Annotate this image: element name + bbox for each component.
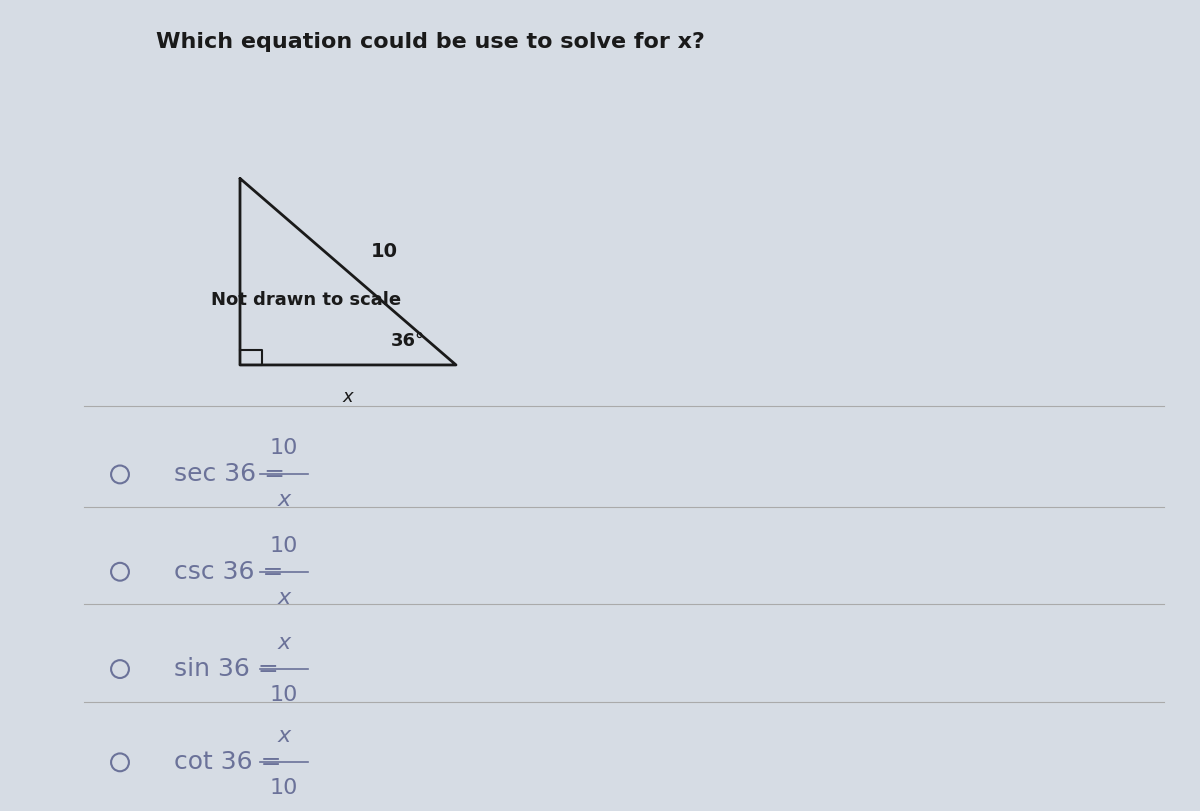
Text: 10: 10 <box>270 439 299 458</box>
Text: 10: 10 <box>270 685 299 705</box>
Text: sec 36 =: sec 36 = <box>174 462 293 487</box>
Text: Which equation could be use to solve for x?: Which equation could be use to solve for… <box>156 32 704 53</box>
Text: x: x <box>277 633 290 653</box>
Text: x: x <box>277 588 290 607</box>
Text: x: x <box>343 388 353 406</box>
Text: 10: 10 <box>270 779 299 798</box>
Text: 36°: 36° <box>391 332 425 350</box>
Text: csc 36 =: csc 36 = <box>174 560 292 584</box>
Text: 10: 10 <box>270 536 299 556</box>
Text: 10: 10 <box>371 242 397 261</box>
Text: Not drawn to scale: Not drawn to scale <box>211 291 401 309</box>
Text: x: x <box>277 727 290 746</box>
Text: cot 36 =: cot 36 = <box>174 750 289 775</box>
Text: x: x <box>277 491 290 510</box>
Text: sin 36 =: sin 36 = <box>174 657 287 681</box>
